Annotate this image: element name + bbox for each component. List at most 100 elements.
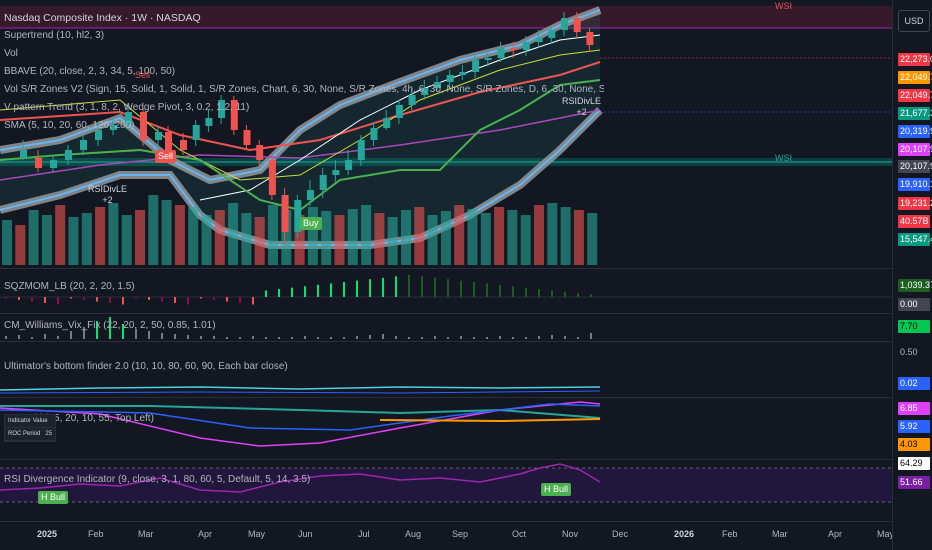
vix-bar [239,337,241,339]
momentum-bar [57,297,59,305]
pane-separator[interactable] [0,459,892,460]
indicator-v-pattern[interactable]: V pattern Trend (3, 1, 8, 2, Wedge Pivot… [4,102,250,113]
wsi-top-label: WSI [775,1,792,11]
bottom-line-2 [0,390,601,394]
candle [65,150,72,160]
momentum-bar [317,284,319,297]
rsi-divergence-pane[interactable] [0,460,892,520]
vix-bar [343,337,345,339]
volume-bar [148,195,159,265]
vix-bar [421,337,423,339]
candle [370,128,378,140]
vix-bar [57,336,59,339]
rsi-divergence-title[interactable]: RSI Divergence Indicator (9, close, 3, 1… [4,474,311,485]
momentum-bar [31,297,33,302]
indicator-sr-zones[interactable]: Vol S/R Zones V2 (Sign, 15, Solid, 1, So… [4,84,604,95]
momentum-bar [213,297,215,300]
vix-bar [577,337,579,339]
mequaid-title[interactable]: Mequaid (25, 20, 10, 55, Top Left) [4,413,154,424]
momentum-bar [577,293,579,297]
price-chart[interactable] [0,0,892,268]
volume-bar [95,207,106,265]
volume-bar [254,217,265,265]
momentum-bar [499,284,501,297]
sqzmom-pane[interactable] [0,269,892,313]
candle [218,100,226,118]
volume-bar [135,210,145,265]
momentum-bar [187,297,189,305]
bottom-finder-title[interactable]: Ultimator's bottom finder 2.0 (10, 10, 8… [4,361,288,372]
volume-bar [81,213,92,265]
candle [421,88,429,95]
candle [165,132,172,150]
momentum-bar [291,287,293,297]
candle [192,125,200,140]
candle [472,60,480,72]
vix-bar [369,335,371,339]
sma-200 [0,109,601,181]
candle [205,118,213,126]
pane-separator[interactable] [0,268,892,269]
symbol-title[interactable]: Nasdaq Composite Index · 1W · NASDAQ [4,12,201,24]
vix-bar [486,337,488,339]
candle [586,32,594,45]
pane-separator[interactable] [0,397,892,398]
volume-bar [547,203,558,265]
candle [281,195,289,232]
volume-bar [507,210,518,265]
vix-bar [265,337,267,339]
time-axis-label: Nov [562,529,579,539]
momentum-bar [343,282,345,297]
vix-bar [187,335,189,339]
vix-bar [356,336,358,339]
candle [110,125,117,130]
candle [345,160,353,170]
momentum-bar [148,297,150,300]
volume-bar [321,211,332,265]
volume-bar [241,213,252,265]
mequaid-table: Indicator Value ROC Period 25 [4,414,56,442]
mequaid-pane[interactable] [0,398,892,458]
vix-bar [564,336,566,339]
currency-button[interactable]: USD [898,10,930,32]
price-label: 20,107.98 [898,143,932,156]
vix-bar [512,337,514,339]
momentum-bar [44,297,46,303]
vix-bar [330,337,332,339]
pane-separator[interactable] [0,341,892,342]
momentum-bar [564,291,566,297]
volume-bar [334,215,345,265]
pane-separator[interactable] [0,313,892,314]
indicator-bbave[interactable]: BBAVE (20, close, 2, 3, 34, 5, 100, 50) [4,66,176,77]
candle [307,190,314,200]
vix-bar [460,336,462,339]
price-label: 19,910.10 [898,178,932,191]
candle [95,130,102,140]
candle [294,200,302,232]
vixfix-pane[interactable] [0,314,892,340]
indicator-supertrend[interactable]: Supertrend (10, hl2, 3) [4,30,105,41]
bottom-finder-pane[interactable] [0,342,892,396]
indicator-volume[interactable]: Vol [4,48,18,59]
indicator-sma[interactable]: SMA (5, 10, 20, 60, 120, 200) [4,120,135,131]
sr-zone-top [0,6,892,28]
sell-marker: Sell [155,150,177,163]
bottom-finder-value: 0.02 [898,377,930,390]
volume-bar [427,215,438,265]
candle [332,170,340,175]
vix-bar [135,329,137,339]
price-label: 20,107.98 [898,160,932,173]
time-axis-label: Mar [138,529,154,539]
sqzmom-title[interactable]: SQZMOM_LB (20, 2, 20, 1.5) [4,281,135,292]
vixfix-title[interactable]: CM_Williams_Vix_Fix (22, 20, 2, 50, 0.85… [4,320,216,331]
volume-bar [201,215,212,265]
rsidivle-left-label: RSIDivLE +2 [88,184,128,205]
candle [408,95,416,105]
volume-bar [15,225,26,265]
vixfix-value: 7.70 [898,320,930,333]
vix-bar [213,336,215,339]
price-label: 15,547.46 [898,233,932,246]
momentum-bar [330,283,332,297]
meq-line-orange [379,418,601,423]
mequaid-table-row: ROC Period 25 [5,428,55,441]
